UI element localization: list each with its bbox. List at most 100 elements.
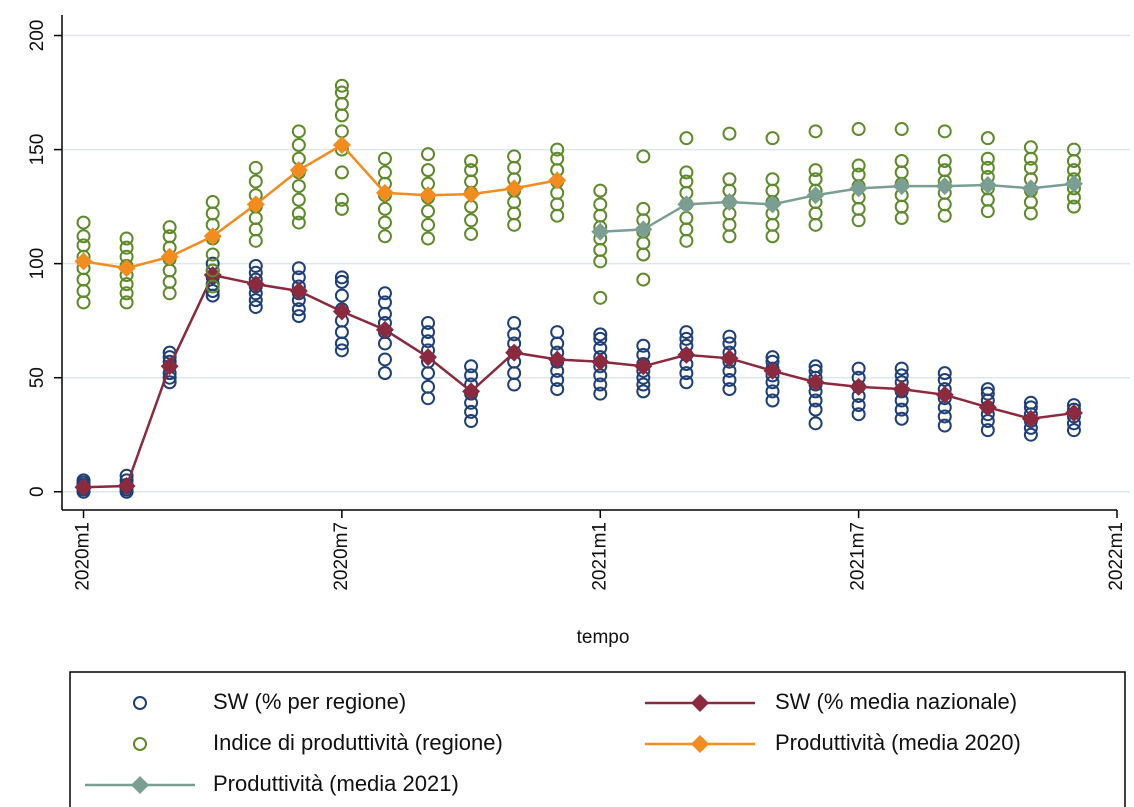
region-point	[550, 197, 565, 212]
region-point	[1066, 423, 1081, 438]
region-point	[636, 272, 651, 287]
region-point	[808, 393, 823, 408]
line-marker	[419, 186, 438, 205]
region-point	[119, 295, 134, 310]
region-point	[421, 334, 436, 349]
region-point	[119, 286, 134, 301]
region-point	[722, 217, 737, 232]
region-point	[636, 236, 651, 251]
region-point	[334, 274, 349, 289]
region-point	[76, 215, 91, 230]
region-point	[894, 199, 909, 214]
region-point	[507, 377, 522, 392]
legend-label: SW (% per regione)	[213, 689, 406, 714]
line-marker	[74, 478, 93, 497]
region-point	[248, 233, 263, 248]
region-point	[334, 288, 349, 303]
region-point	[593, 377, 608, 392]
region-point	[593, 183, 608, 198]
region-point	[765, 131, 780, 146]
region-point	[464, 368, 479, 383]
region-point	[291, 215, 306, 230]
region-point	[464, 213, 479, 228]
region-point	[808, 359, 823, 374]
region-point	[421, 315, 436, 330]
legend-symbol	[133, 696, 147, 710]
legend-label: Produttività (media 2020)	[775, 730, 1021, 755]
line-marker	[677, 195, 696, 214]
region-point	[119, 231, 134, 246]
region-point	[334, 124, 349, 139]
region-point	[464, 404, 479, 419]
line-marker	[160, 357, 179, 376]
region-point	[1023, 427, 1038, 442]
region-point	[377, 151, 392, 166]
line-marker	[892, 380, 911, 399]
region-point	[377, 165, 392, 180]
region-point	[205, 263, 220, 278]
region-point	[119, 240, 134, 255]
x-tick-label: 2021m7	[848, 522, 869, 591]
x-tick-label: 2021m1	[589, 522, 610, 591]
region-point	[205, 206, 220, 221]
region-point	[464, 163, 479, 178]
region-point	[894, 411, 909, 426]
region-point	[593, 386, 608, 401]
region-point	[894, 122, 909, 137]
region-point	[421, 231, 436, 246]
line-marker	[332, 302, 351, 321]
region-point	[377, 295, 392, 310]
region-point	[377, 366, 392, 381]
region-point	[248, 258, 263, 273]
region-point	[76, 284, 91, 299]
region-point	[162, 274, 177, 289]
region-point	[76, 272, 91, 287]
region-point	[334, 192, 349, 207]
region-point	[377, 229, 392, 244]
region-point	[937, 153, 952, 168]
region-point	[76, 229, 91, 244]
line-marker	[763, 361, 782, 380]
region-point	[636, 338, 651, 353]
region-point	[593, 331, 608, 346]
region-point	[679, 174, 694, 189]
line-marker	[1064, 174, 1083, 193]
region-point	[1023, 206, 1038, 221]
region-point	[679, 211, 694, 226]
line-marker	[332, 136, 351, 155]
region-point	[550, 325, 565, 340]
region-point	[593, 327, 608, 342]
region-point	[765, 393, 780, 408]
line-marker	[935, 177, 954, 196]
region-point	[722, 329, 737, 344]
region-point	[722, 172, 737, 187]
line-marker	[591, 352, 610, 371]
region-point	[550, 372, 565, 387]
region-point	[722, 382, 737, 397]
line-marker	[505, 179, 524, 198]
region-point	[119, 277, 134, 292]
legend-label: Indice di produttività (regione)	[213, 730, 503, 755]
region-point	[205, 247, 220, 262]
region-point	[1023, 160, 1038, 175]
region-point	[980, 423, 995, 438]
y-tick-label: 150	[27, 134, 48, 166]
line-marker	[246, 275, 265, 294]
region-point	[507, 149, 522, 164]
region-point	[937, 197, 952, 212]
line-marker	[203, 227, 222, 246]
line-marker	[1021, 409, 1040, 428]
region-point	[980, 204, 995, 219]
region-point	[291, 206, 306, 221]
region-point	[765, 183, 780, 198]
region-point	[205, 284, 220, 299]
region-point	[722, 372, 737, 387]
region-point	[593, 290, 608, 305]
legend-symbol	[133, 737, 147, 751]
region-point	[894, 153, 909, 168]
region-point	[76, 238, 91, 253]
region-point	[507, 160, 522, 175]
region-point	[334, 165, 349, 180]
region-point	[377, 352, 392, 367]
